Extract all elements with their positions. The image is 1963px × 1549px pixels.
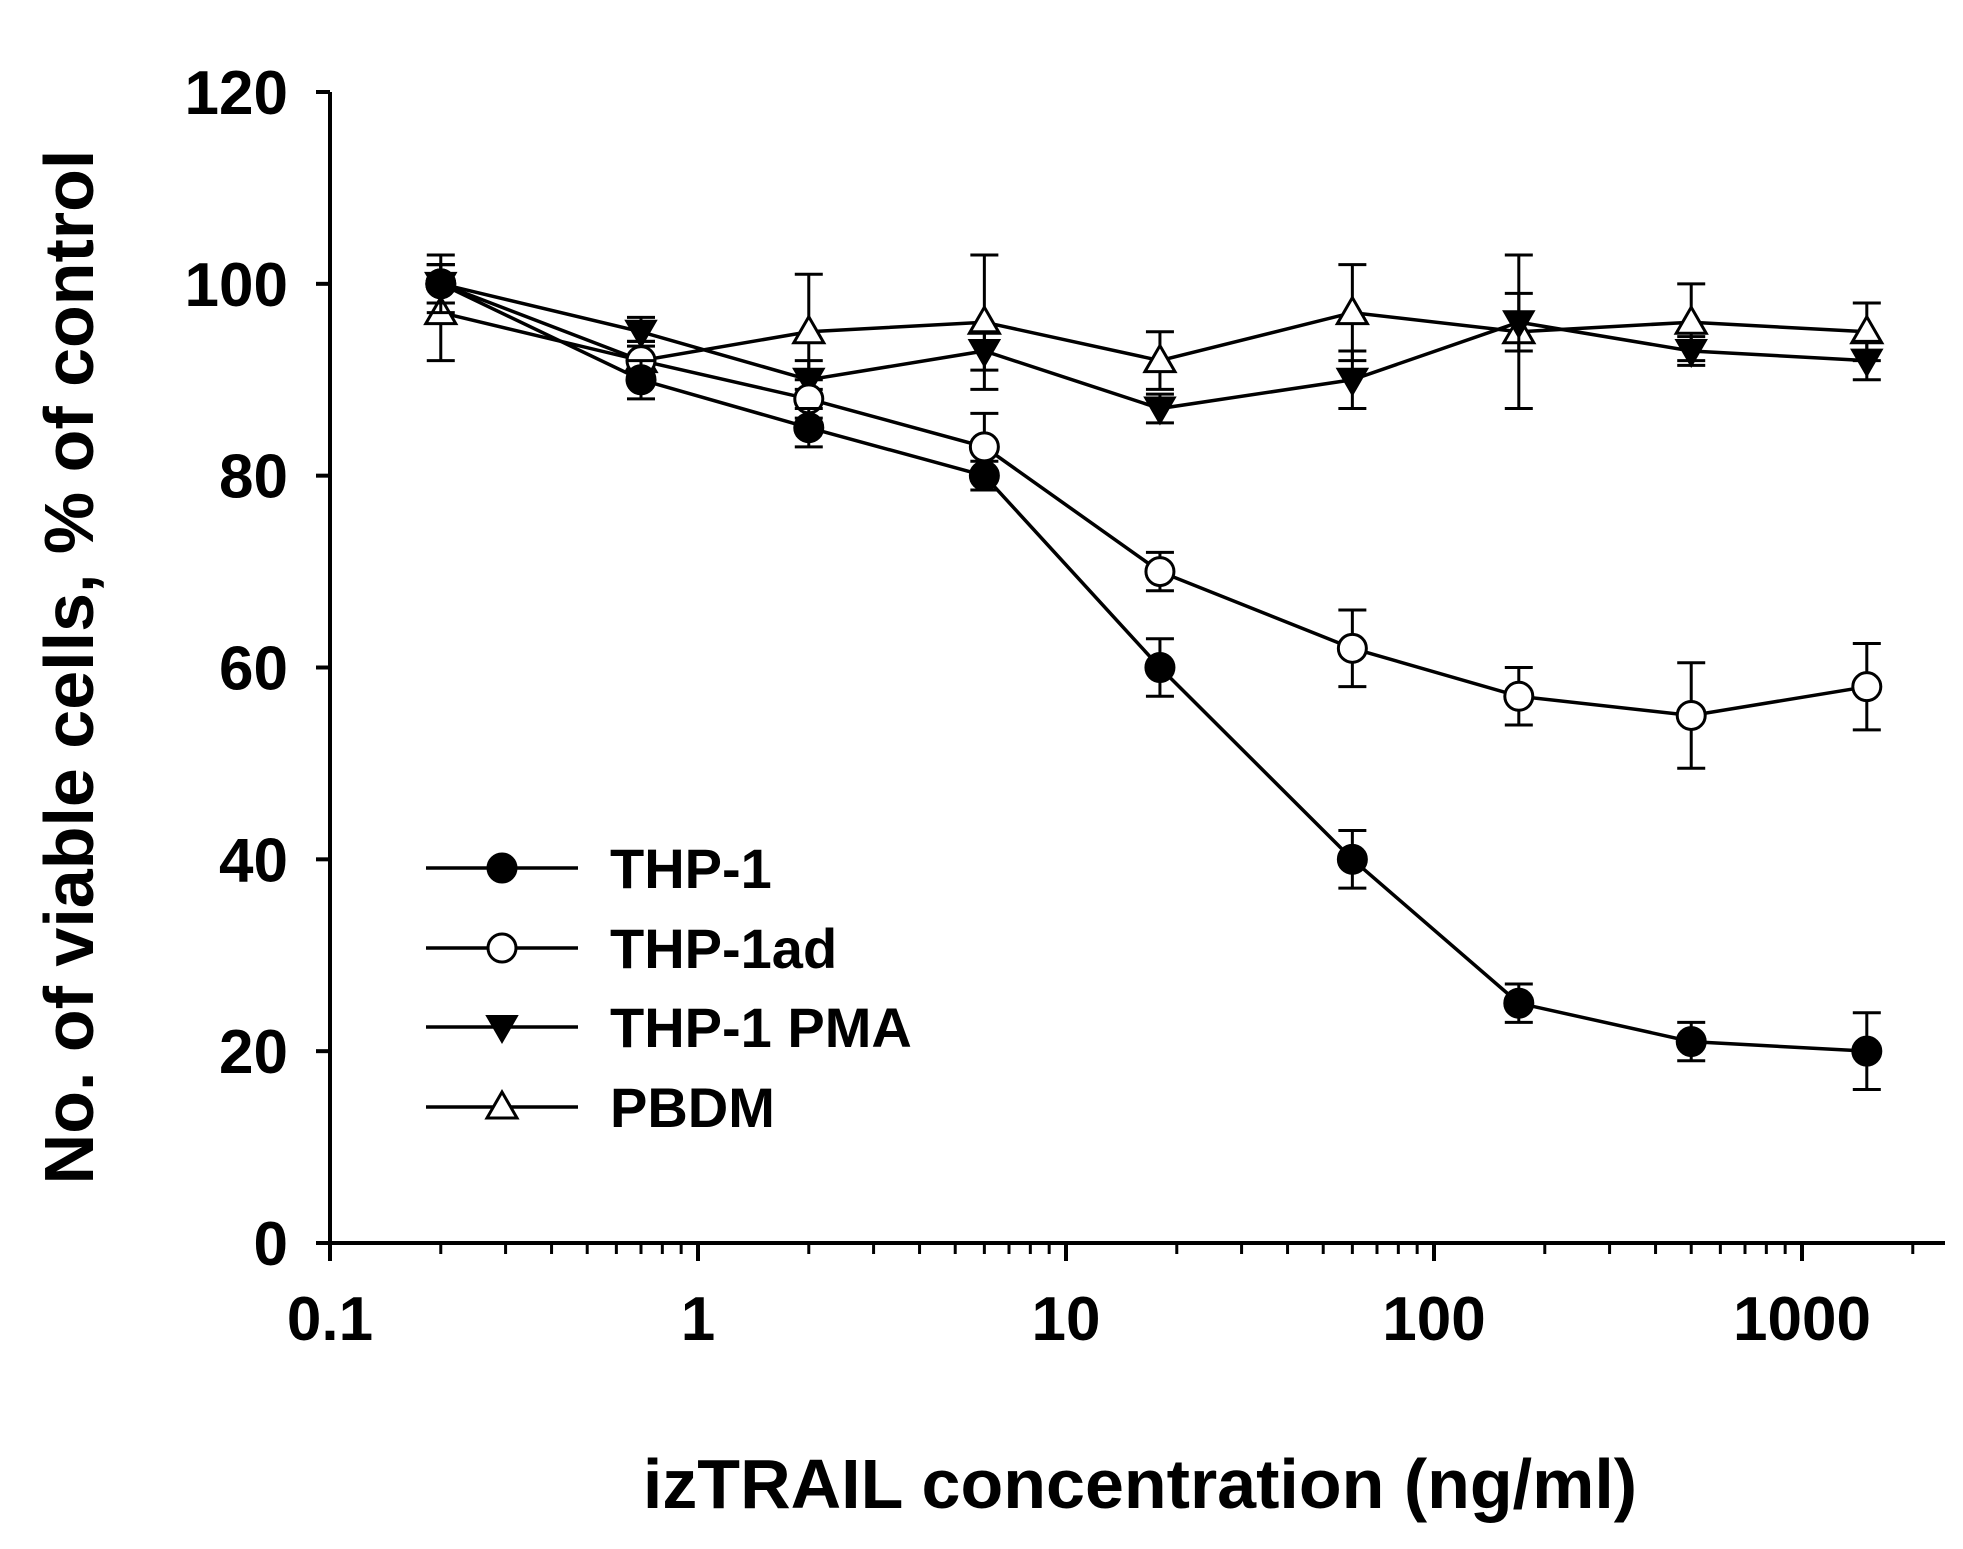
data-point <box>1142 342 1178 374</box>
data-point <box>968 460 1000 492</box>
data-point <box>968 431 1000 463</box>
y-tick-label: 60 <box>219 635 288 704</box>
series-layer <box>423 253 1885 1092</box>
x-tick-label: 100 <box>1382 1285 1485 1354</box>
y-tick-label: 20 <box>219 1018 288 1087</box>
data-point <box>1675 699 1707 731</box>
data-point <box>1503 987 1535 1019</box>
x-tick-label: 1000 <box>1733 1285 1871 1354</box>
series-thp-1 <box>425 253 1883 1092</box>
x-tick-label: 10 <box>1032 1285 1101 1354</box>
data-point <box>1673 304 1709 335</box>
data-point <box>624 319 658 349</box>
series-thp-1-pma <box>424 263 1884 426</box>
data-point <box>1144 652 1176 683</box>
legend-label: THP-1 <box>610 837 772 900</box>
data-point <box>1851 1035 1883 1067</box>
y-ticks: 0 20 40 60 80 100 120 <box>185 59 330 1279</box>
data-point <box>1335 367 1370 397</box>
legend-label: PBDM <box>610 1076 775 1139</box>
series-thp-1ad <box>425 263 1883 770</box>
legend-marker <box>486 852 518 884</box>
legend-label: THP-1ad <box>610 917 837 980</box>
x-ticks: 0.1 1 10 100 1000 <box>287 1243 1915 1354</box>
legend-marker <box>484 1088 520 1120</box>
legend-item-pbdm: PBDM <box>426 1076 775 1139</box>
x-tick-label: 0.1 <box>287 1285 373 1354</box>
legend-marker <box>485 1015 519 1045</box>
data-point <box>1336 632 1368 664</box>
legend-marker <box>486 932 518 964</box>
series-line <box>440 282 1868 718</box>
data-point <box>967 338 1002 368</box>
data-point <box>425 268 457 300</box>
data-point <box>966 304 1002 335</box>
data-point <box>1674 338 1708 368</box>
data-point <box>625 364 657 396</box>
data-point <box>791 313 827 345</box>
data-point <box>1502 310 1536 340</box>
x-tick-label: 1 <box>681 1285 715 1354</box>
data-point <box>793 412 825 444</box>
data-point <box>1334 294 1370 326</box>
y-tick-label: 40 <box>219 826 288 895</box>
y-tick-label: 100 <box>185 251 288 320</box>
y-axis-title: No. of viable cells, % of control <box>30 150 108 1185</box>
y-tick-label: 80 <box>219 443 288 512</box>
legend-item-thp-1: THP-1 <box>426 837 772 900</box>
legend-item-thp-1ad: THP-1ad <box>426 917 837 980</box>
data-point <box>1503 680 1535 712</box>
data-point <box>1336 843 1368 875</box>
legend-item-thp-1-pma: THP-1 PMA <box>426 996 912 1059</box>
x-axis-title: izTRAIL concentration (ng/ml) <box>643 1445 1637 1523</box>
axes <box>328 92 1945 1245</box>
data-point <box>1850 348 1884 378</box>
y-tick-label: 120 <box>185 59 288 128</box>
y-tick-label: 0 <box>254 1210 288 1279</box>
data-point <box>1143 396 1177 426</box>
legend: THP-1 THP-1ad THP-1 PMA PBDM <box>426 837 912 1139</box>
data-point <box>1675 1026 1707 1058</box>
data-point <box>1144 556 1176 588</box>
legend-label: THP-1 PMA <box>610 996 912 1059</box>
data-point <box>1851 671 1883 703</box>
